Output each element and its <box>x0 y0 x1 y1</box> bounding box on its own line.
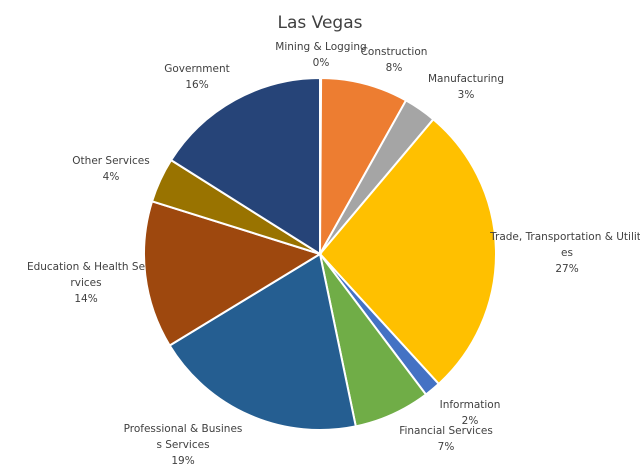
slice-percent-4: 27% <box>555 263 578 275</box>
slice-percent-3: 3% <box>458 89 475 101</box>
slice-label-4: Trade, Transportation & Utiliti es 27% <box>489 231 640 275</box>
pie-slice-2 <box>319 76 408 255</box>
slice-percent-10: 16% <box>185 79 208 91</box>
slice-label-8: Education & Health Se rvices 14% <box>27 261 145 305</box>
slice-name-4: Trade, Transportation & Utiliti <box>489 231 640 243</box>
slice-label-1: Mining & Logging 0% <box>275 41 366 69</box>
pie-slice-8 <box>143 200 323 347</box>
slice-percent-5: 2% <box>462 415 479 427</box>
slice-percent-9: 4% <box>103 171 120 183</box>
slice-label-5: Information 2% <box>440 399 501 427</box>
slice-name-2: Construction <box>361 46 428 58</box>
slice-percent-7: 19% <box>171 455 194 467</box>
slice-name-3: Manufacturing <box>428 73 504 85</box>
slice-name-10: Government <box>164 63 229 75</box>
slice-label-2: Construction 8% <box>361 46 428 74</box>
slice-label-9: Other Services 4% <box>72 155 149 183</box>
slice-name-8: rvices <box>70 277 101 289</box>
pie-slice-7 <box>168 252 357 431</box>
pie-slices <box>143 76 497 431</box>
pie-slice-10 <box>169 76 321 256</box>
slice-label-6: Financial Services 7% <box>399 425 493 453</box>
slice-label-10: Government 16% <box>164 63 229 91</box>
pie-slice-4 <box>318 117 497 386</box>
slice-name-6: Financial Services <box>399 425 493 437</box>
slice-name-1: Mining & Logging <box>275 41 366 53</box>
slice-percent-6: 7% <box>438 441 455 453</box>
chart-title: Las Vegas <box>278 13 363 33</box>
slice-name-7: s Services <box>156 439 209 451</box>
slice-name-8: Education & Health Se <box>27 261 145 273</box>
slice-labels: Mining & Logging 0% Construction 8% Manufact… <box>27 41 640 467</box>
slice-percent-8: 14% <box>74 293 97 305</box>
slice-percent-1: 0% <box>313 57 330 69</box>
slice-percent-2: 8% <box>386 62 403 74</box>
slice-name-4: es <box>561 247 573 259</box>
slice-label-3: Manufacturing 3% <box>428 73 504 101</box>
slice-name-7: Professional & Busines <box>124 423 243 435</box>
slice-name-9: Other Services <box>72 155 149 167</box>
slice-label-7: Professional & Busines s Services 19% <box>124 423 243 467</box>
slice-name-5: Information <box>440 399 501 411</box>
